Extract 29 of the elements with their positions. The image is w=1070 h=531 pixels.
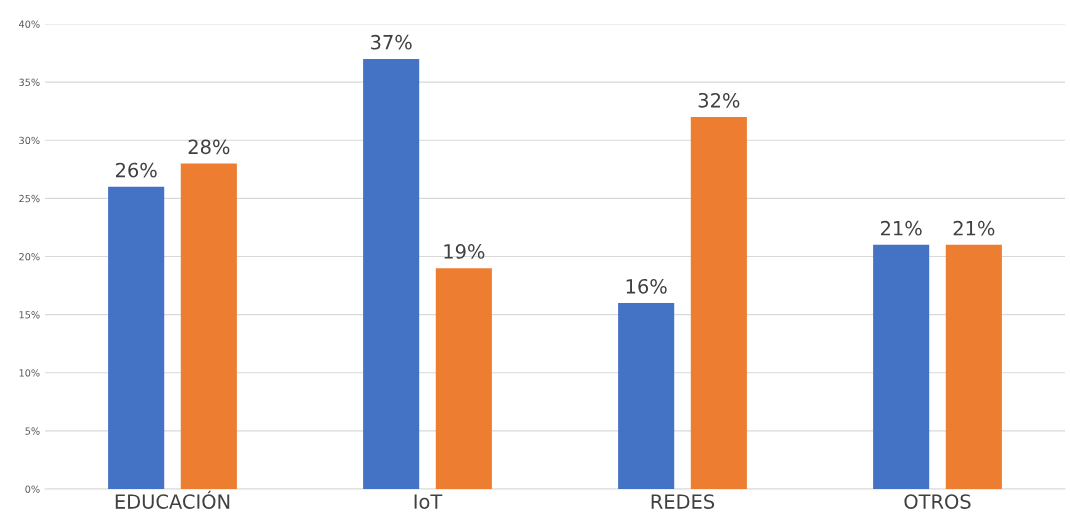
y-tick-label: 15% bbox=[19, 311, 40, 319]
y-tick-label: 5% bbox=[25, 427, 40, 435]
y-tick-label: 40% bbox=[19, 20, 40, 28]
y-tick-label: 35% bbox=[19, 78, 40, 86]
bar bbox=[180, 163, 237, 489]
bar bbox=[363, 58, 420, 489]
data-label: 19% bbox=[444, 244, 485, 259]
data-label: 21% bbox=[880, 220, 922, 236]
bar bbox=[108, 186, 165, 489]
bar bbox=[945, 244, 1002, 489]
data-label: 32% bbox=[698, 92, 740, 108]
y-tick-label: 0% bbox=[25, 485, 40, 493]
x-tick-label: IoT bbox=[414, 494, 443, 509]
y-tick-label: 25% bbox=[19, 194, 40, 203]
bar bbox=[618, 303, 675, 489]
bar bbox=[690, 117, 747, 489]
data-label: 26% bbox=[115, 162, 157, 178]
bar bbox=[873, 244, 930, 489]
data-label: 16% bbox=[626, 278, 667, 294]
data-label: 28% bbox=[188, 139, 230, 155]
data-label: 37% bbox=[371, 34, 412, 50]
data-label: 21% bbox=[953, 220, 995, 236]
x-tick-label: EDUCACIÓN bbox=[115, 490, 230, 509]
y-tick-label: 20% bbox=[19, 252, 40, 261]
y-tick-label: 30% bbox=[19, 136, 40, 145]
x-tick-label: OTROS bbox=[904, 494, 971, 509]
x-tick-label: REDES bbox=[651, 494, 715, 509]
y-tick-label: 10% bbox=[19, 369, 40, 377]
bar bbox=[435, 268, 492, 489]
